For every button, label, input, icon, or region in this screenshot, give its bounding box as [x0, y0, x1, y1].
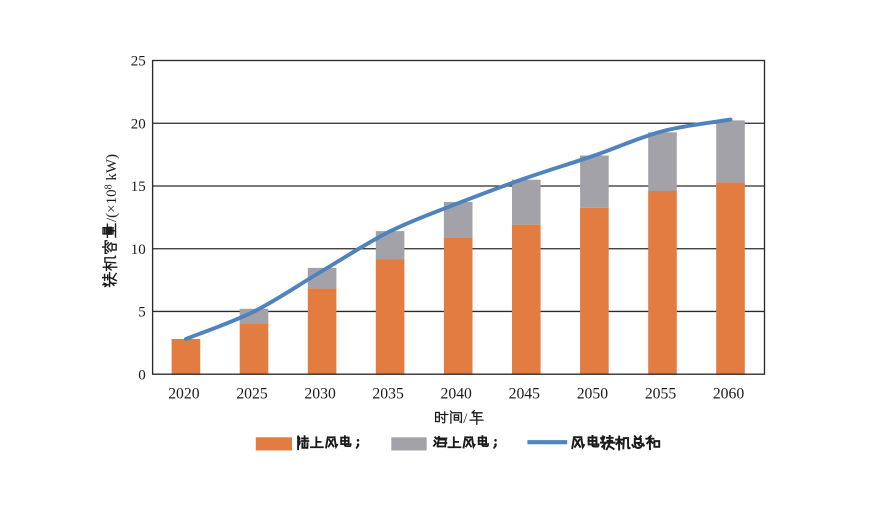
svg-text:2030: 2030	[304, 386, 336, 403]
svg-text:0: 0	[138, 367, 146, 383]
svg-text:20: 20	[131, 116, 146, 132]
svg-text:/(×108 kW): /(×108 kW)	[104, 154, 121, 222]
svg-text:15: 15	[131, 179, 146, 195]
svg-text:25: 25	[131, 54, 146, 70]
svg-text:2060: 2060	[713, 386, 745, 403]
svg-text:2025: 2025	[236, 386, 268, 403]
svg-text:10: 10	[131, 242, 146, 258]
svg-text:2035: 2035	[372, 386, 404, 403]
svg-text:5: 5	[138, 305, 146, 321]
svg-text:2040: 2040	[441, 386, 473, 403]
svg-text:2020: 2020	[168, 386, 200, 403]
svg-text:/: /	[463, 411, 468, 427]
svg-text:2050: 2050	[577, 386, 609, 403]
svg-text:2055: 2055	[645, 386, 677, 403]
svg-text:2045: 2045	[509, 386, 541, 403]
